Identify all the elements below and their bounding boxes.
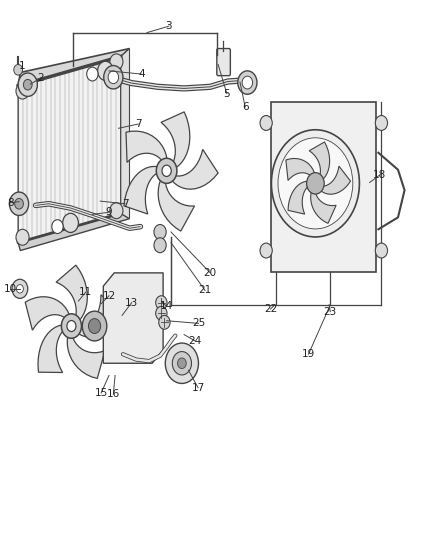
Text: 9: 9 <box>106 207 112 217</box>
Text: 8: 8 <box>7 198 14 208</box>
Circle shape <box>110 203 123 219</box>
Circle shape <box>312 180 318 187</box>
Polygon shape <box>309 142 330 181</box>
Circle shape <box>88 319 101 334</box>
Text: 22: 22 <box>264 304 277 314</box>
Text: 25: 25 <box>192 318 205 328</box>
FancyBboxPatch shape <box>217 49 230 76</box>
Circle shape <box>272 130 360 237</box>
Circle shape <box>159 316 170 329</box>
Circle shape <box>108 71 119 84</box>
Text: 7: 7 <box>135 119 141 129</box>
Text: 3: 3 <box>166 21 172 31</box>
Text: 17: 17 <box>191 383 205 393</box>
Circle shape <box>165 343 198 383</box>
Polygon shape <box>288 181 311 214</box>
Circle shape <box>18 73 37 96</box>
Circle shape <box>14 64 22 75</box>
Polygon shape <box>158 180 194 231</box>
Circle shape <box>154 238 166 253</box>
Circle shape <box>63 213 78 232</box>
Polygon shape <box>272 102 376 272</box>
Circle shape <box>82 311 107 341</box>
Circle shape <box>67 320 76 332</box>
Polygon shape <box>286 158 315 181</box>
Text: 13: 13 <box>125 297 138 308</box>
Polygon shape <box>172 149 218 189</box>
Polygon shape <box>18 56 121 243</box>
Text: 10: 10 <box>4 284 17 294</box>
Text: 6: 6 <box>242 102 248 112</box>
Polygon shape <box>25 297 70 330</box>
Text: 4: 4 <box>138 69 145 79</box>
Circle shape <box>52 220 63 233</box>
Circle shape <box>23 79 32 90</box>
Circle shape <box>242 76 253 89</box>
Circle shape <box>260 243 272 258</box>
Text: 15: 15 <box>95 388 108 398</box>
Polygon shape <box>67 335 105 378</box>
Text: 24: 24 <box>188 336 201 346</box>
Polygon shape <box>38 325 65 373</box>
Circle shape <box>14 198 23 209</box>
Circle shape <box>16 285 23 293</box>
Text: 12: 12 <box>102 290 116 301</box>
Circle shape <box>177 358 186 368</box>
Text: 20: 20 <box>204 268 217 278</box>
Polygon shape <box>126 131 167 163</box>
Text: 14: 14 <box>160 301 173 311</box>
Polygon shape <box>103 273 163 364</box>
Circle shape <box>307 173 324 194</box>
Polygon shape <box>121 49 130 219</box>
Text: 19: 19 <box>302 349 315 359</box>
Text: 18: 18 <box>373 170 386 180</box>
Circle shape <box>308 175 322 192</box>
Polygon shape <box>319 166 350 194</box>
Text: 5: 5 <box>223 88 230 99</box>
Text: 2: 2 <box>38 73 44 83</box>
Text: 11: 11 <box>79 287 92 297</box>
Polygon shape <box>18 213 130 251</box>
Circle shape <box>375 243 388 258</box>
Circle shape <box>98 61 113 80</box>
Circle shape <box>104 66 123 89</box>
Circle shape <box>155 306 167 320</box>
Circle shape <box>61 314 81 338</box>
Circle shape <box>10 192 28 215</box>
Circle shape <box>16 83 29 99</box>
Circle shape <box>156 158 177 183</box>
Circle shape <box>12 279 28 298</box>
Text: 23: 23 <box>324 306 337 317</box>
Polygon shape <box>311 189 336 223</box>
Polygon shape <box>18 49 130 86</box>
Polygon shape <box>56 265 87 320</box>
Text: 1: 1 <box>18 61 25 70</box>
Circle shape <box>162 165 171 176</box>
Circle shape <box>110 54 123 70</box>
Circle shape <box>154 224 166 239</box>
Circle shape <box>238 71 257 94</box>
Polygon shape <box>124 166 159 214</box>
Circle shape <box>278 138 353 229</box>
Polygon shape <box>161 112 190 168</box>
Circle shape <box>155 296 167 310</box>
Circle shape <box>16 229 29 245</box>
Polygon shape <box>78 295 120 337</box>
Text: 7: 7 <box>122 199 128 209</box>
Text: 21: 21 <box>198 286 212 295</box>
Text: 16: 16 <box>107 389 120 399</box>
Circle shape <box>260 116 272 131</box>
Circle shape <box>375 116 388 131</box>
Circle shape <box>172 352 191 375</box>
Circle shape <box>87 67 98 81</box>
